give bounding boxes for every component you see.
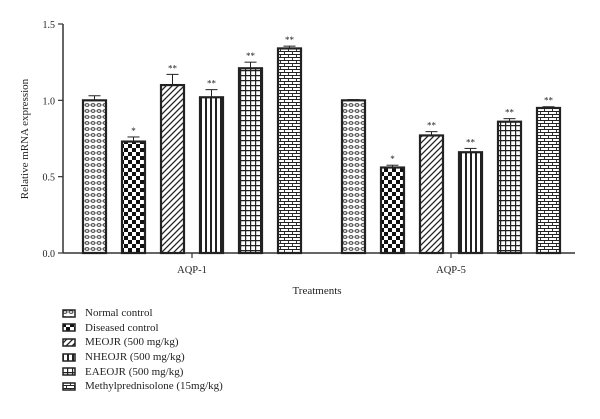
- legend-swatch: [62, 338, 76, 347]
- significance-label: *: [131, 126, 136, 136]
- bar-aqp-5-3: [457, 151, 484, 255]
- legend-swatch: [62, 367, 76, 376]
- bar-aqp-1-0: [81, 99, 108, 255]
- bar-aqp-5-1: [379, 166, 406, 255]
- significance-label: **: [466, 137, 476, 147]
- legend-label: Diseased control: [85, 321, 159, 334]
- significance-label: **: [505, 108, 515, 118]
- x-axis-label: Treatments: [292, 285, 341, 297]
- legend-item: MEOJR (500 mg/kg): [62, 335, 223, 350]
- bar-aqp-5-5: [535, 106, 562, 255]
- significance-label: **: [285, 35, 295, 45]
- bar-aqp-5-4: [496, 120, 523, 255]
- significance-label: **: [168, 63, 178, 73]
- significance-label: **: [246, 51, 256, 61]
- legend-item: NHEOJR (500 mg/kg): [62, 350, 223, 365]
- legend-item: Methylprednisolone (15mg/kg): [62, 379, 223, 394]
- x-tick-label: AQP-1: [177, 265, 207, 276]
- significance-label: **: [544, 96, 554, 106]
- bar-aqp-5-0: [340, 99, 367, 255]
- bar-aqp-1-4: [237, 67, 264, 255]
- y-tick-label: 0.0: [43, 249, 56, 260]
- y-axis-label: Relative mRNA expression: [19, 78, 31, 199]
- y-tick-label: 0.5: [43, 173, 56, 184]
- bar-aqp-1-2: [159, 83, 186, 255]
- legend-swatch: [62, 323, 76, 333]
- legend-label: Methylprednisolone (15mg/kg): [85, 380, 223, 393]
- y-tick-label: 1.0: [43, 96, 56, 107]
- legend-item: EAEOJR (500 mg/kg): [62, 364, 223, 379]
- legend-swatch: [62, 309, 76, 318]
- legend-label: MEOJR (500 mg/kg): [85, 336, 179, 349]
- legend-item: Diseased control: [62, 321, 223, 336]
- significance-label: **: [427, 121, 437, 131]
- legend-label: Normal control: [85, 307, 153, 320]
- bar-aqp-1-1: [120, 140, 147, 255]
- legend-label: NHEOJR (500 mg/kg): [85, 351, 185, 364]
- y-tick-label: 1.5: [43, 20, 56, 31]
- significance-label: **: [207, 79, 217, 89]
- x-tick-label: AQP-5: [436, 265, 466, 276]
- bar-aqp-1-5: [276, 47, 303, 255]
- legend: Normal control Diseased control MEOJR (500…: [62, 306, 223, 394]
- legend-swatch: [62, 352, 76, 362]
- bar-aqp-1-3: [198, 96, 225, 255]
- legend-swatch: [62, 382, 76, 391]
- legend-label: EAEOJR (500 mg/kg): [85, 365, 184, 378]
- significance-label: *: [390, 154, 395, 164]
- legend-item: Normal control: [62, 306, 223, 321]
- bar-aqp-5-2: [418, 134, 445, 255]
